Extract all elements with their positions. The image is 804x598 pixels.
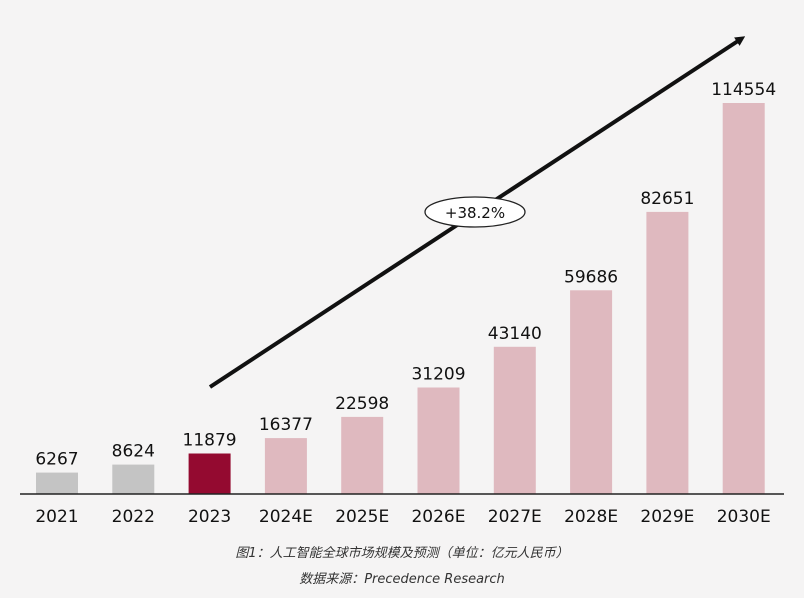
value-label-2023: 11879 — [183, 431, 237, 451]
category-label-2021: 2021 — [35, 507, 78, 527]
value-label-2021: 6267 — [35, 450, 78, 470]
value-label-2030E: 114554 — [711, 80, 776, 100]
figure-caption: 图1：人工智能全球市场规模及预测（单位：亿元人民币） — [235, 546, 569, 561]
bar-2028E — [570, 290, 613, 494]
category-label-2028E: 2028E — [564, 507, 618, 527]
category-label-2025E: 2025E — [335, 507, 389, 527]
value-label-2027E: 43140 — [488, 324, 542, 344]
value-label-2022: 8624 — [112, 442, 155, 462]
bar-2021 — [36, 472, 78, 494]
bar-2025E — [341, 416, 384, 494]
value-label-2029E: 82651 — [640, 189, 694, 209]
bar-2023 — [188, 453, 231, 494]
category-label-2027E: 2027E — [488, 507, 542, 527]
bar-2022 — [112, 464, 155, 494]
growth-annotation-ellipse — [424, 196, 526, 228]
bar-2029E — [646, 211, 689, 494]
bar-2024E — [264, 438, 307, 494]
value-label-2026E: 31209 — [411, 365, 465, 385]
growth-annotation-label: +38.2% — [445, 204, 505, 222]
bar-2026E — [417, 387, 460, 494]
category-label-2022: 2022 — [112, 507, 155, 527]
value-label-2024E: 16377 — [259, 415, 313, 435]
category-label-2023: 2023 — [188, 507, 231, 527]
value-label-2028E: 59686 — [564, 267, 618, 287]
category-label-2029E: 2029E — [640, 507, 694, 527]
value-label-2025E: 22598 — [335, 394, 389, 414]
category-label-2030E: 2030E — [717, 507, 771, 527]
bar-2027E — [493, 346, 536, 494]
source-caption: 数据来源：Precedence Research — [299, 572, 505, 587]
bar-2030E — [722, 103, 765, 494]
category-label-2024E: 2024E — [259, 507, 313, 527]
category-label-2026E: 2026E — [411, 507, 465, 527]
